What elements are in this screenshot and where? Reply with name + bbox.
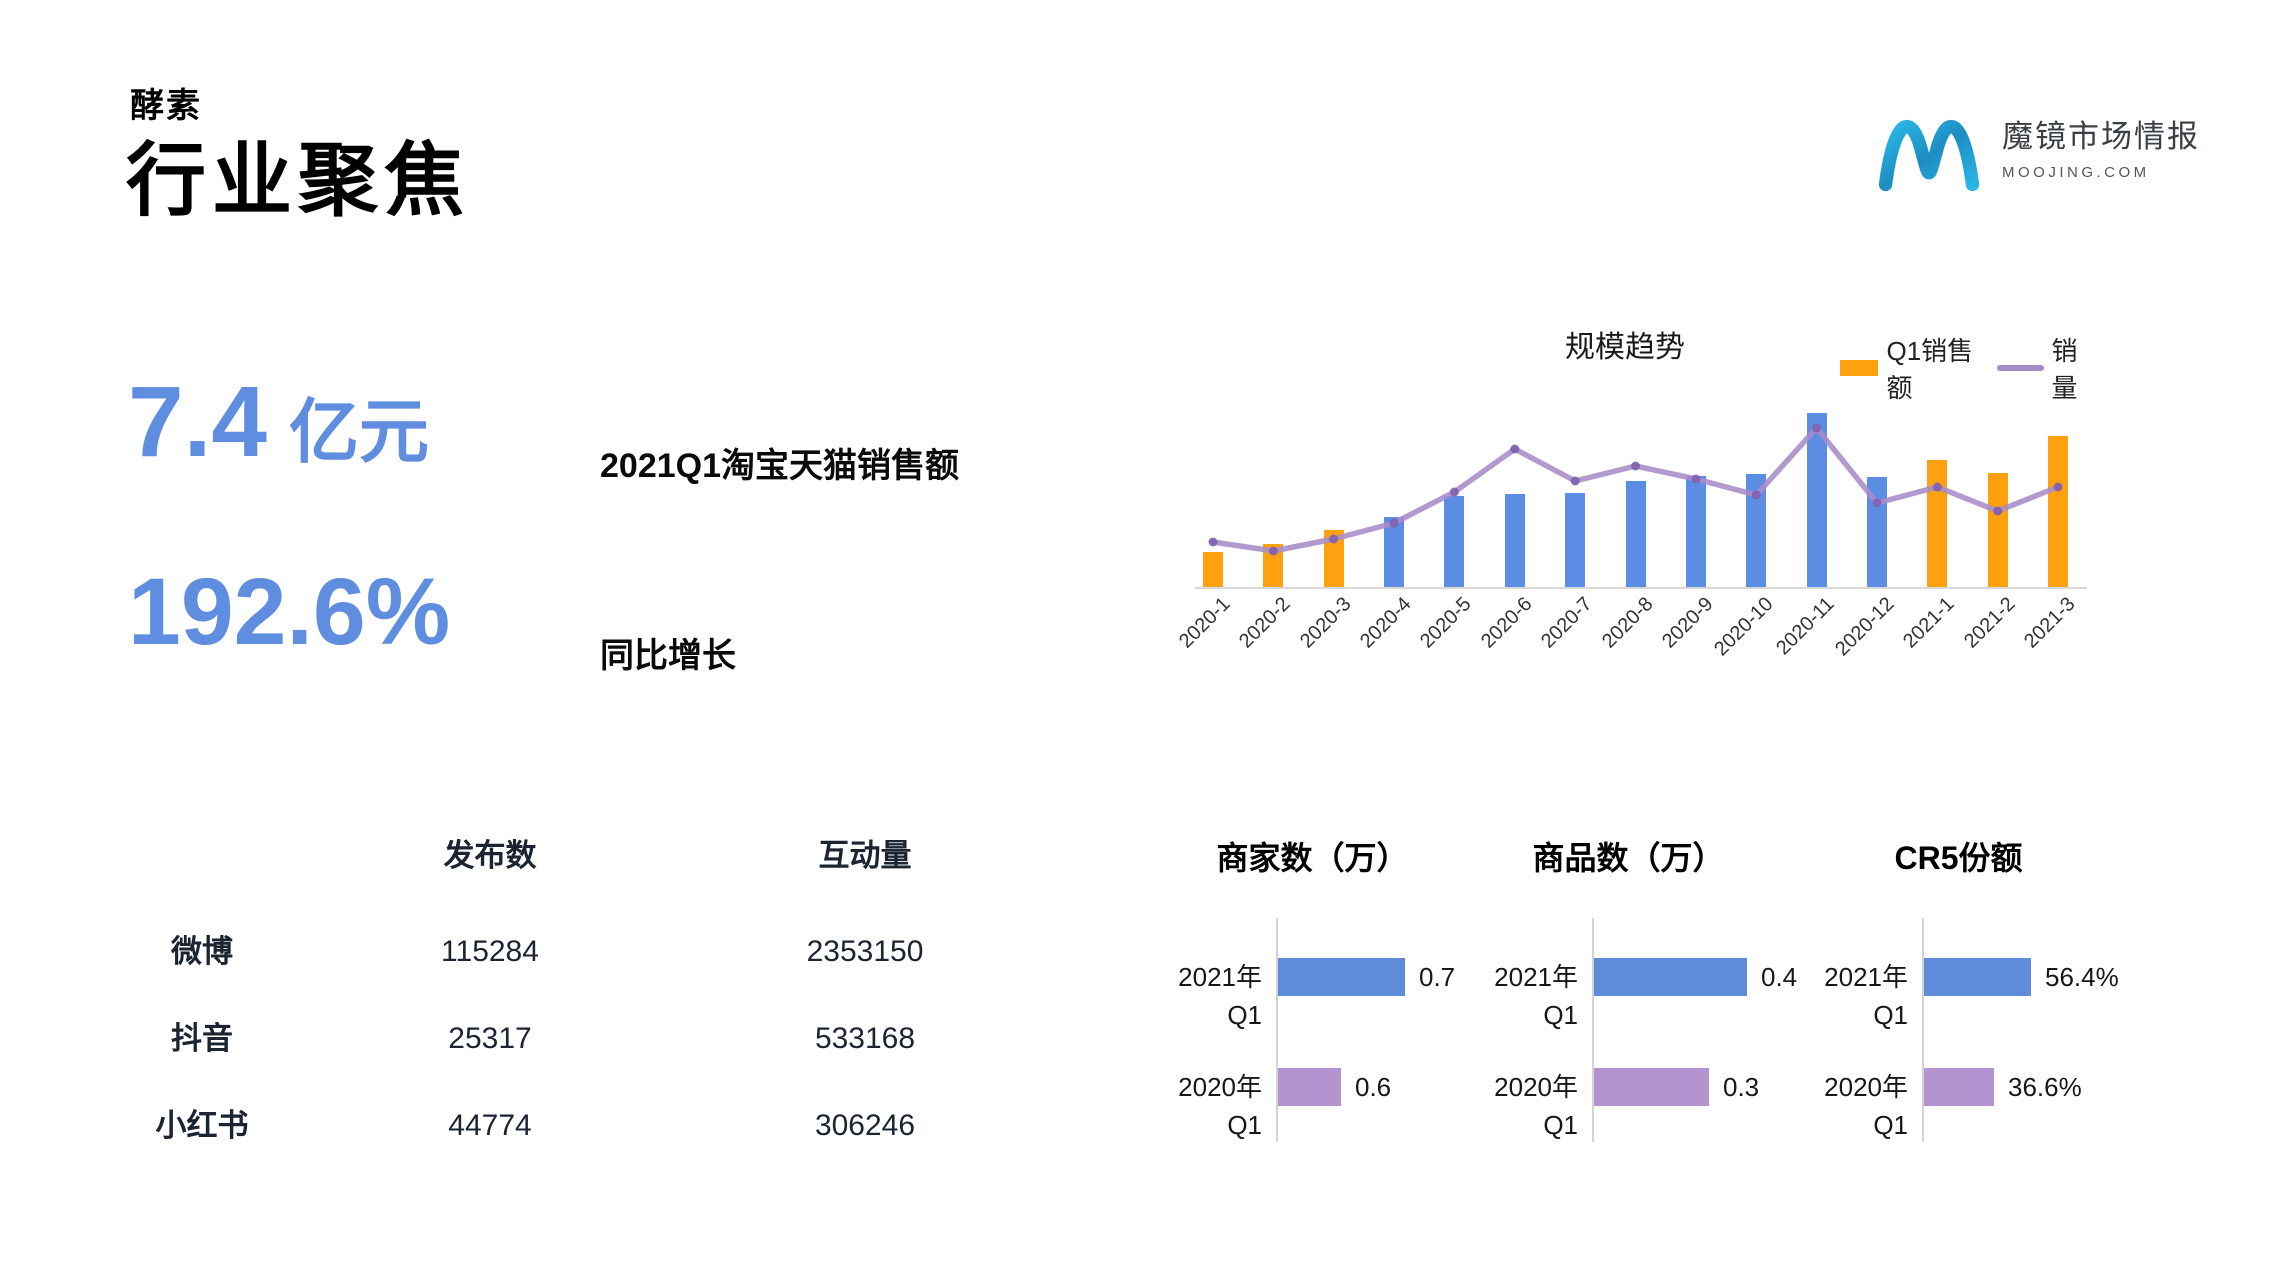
stat-growth-value: 192.6% [128, 559, 451, 665]
trend-bar-2020-8 [1625, 481, 1646, 587]
weibo-publish-count: 115284 [441, 935, 539, 968]
line-point [1751, 490, 1761, 500]
stat-sales-unit: 亿元 [289, 393, 430, 471]
line-point [1932, 482, 1942, 492]
table-header-publish: 发布数 [443, 838, 537, 873]
trend-bar-2020-9 [1685, 476, 1706, 587]
x-axis-line [1195, 587, 2087, 589]
trend-plot-area: 2020-1 2020-2 2020-3 2020-4 2020-5 2020-6 2020… [1175, 315, 2095, 695]
mini-bar [1278, 1068, 1341, 1106]
mini-row-label: 2020年Q1 [1178, 1072, 1262, 1140]
stat-growth-label: 同比增长 [600, 637, 736, 675]
stat-sales-value: 7.4 [128, 366, 268, 478]
merchant-count-chart-title: 商家数（万） [1216, 840, 1409, 876]
sales-volume-line [1208, 423, 2063, 556]
brand-text: 魔镜市场情报 MOOJING.COM [2002, 111, 2200, 181]
mini-row-label: 2020年Q1 [1824, 1072, 1908, 1140]
y-axis-line [1922, 918, 1924, 1142]
line-point [1812, 423, 1822, 433]
weibo-interaction-count: 2353150 [806, 935, 924, 968]
line-point [1268, 546, 1278, 556]
douyin-interaction-count: 533168 [814, 1022, 916, 1055]
mini-bar [1594, 1068, 1709, 1106]
stat-sales-label: 2021Q1淘宝天猫销售额 [600, 447, 959, 485]
mini-bar [1924, 1068, 1994, 1106]
trend-chart-title: 规模趋势 [1565, 331, 1685, 364]
trend-bar-2020-1 [1203, 552, 1223, 587]
brand-logo: 魔镜市场情报 MOOJING.COM [1878, 98, 2200, 194]
mini-value-label: 0.4 [1761, 962, 1798, 992]
product-count-chart: 商品数（万） 2021年Q1 0.4 2020年Q1 0.3 [1461, 825, 1798, 1155]
row-label-douyin: 抖音 [171, 1021, 233, 1056]
mini-value-label: 0.6 [1355, 1072, 1392, 1102]
y-axis-line [1592, 918, 1594, 1142]
row-label-xiaohongshu: 小红书 [155, 1108, 249, 1143]
legend-bar-label: Q1销售额 [1886, 336, 1974, 403]
douyin-publish-count: 25317 [448, 1022, 532, 1055]
trend-bar-2020-5 [1444, 496, 1465, 587]
mini-row-label: 2021年Q1 [1178, 962, 1262, 1030]
line-point [1993, 506, 2003, 516]
mini-value-label: 0.3 [1723, 1072, 1760, 1102]
legend-bar-swatch-icon [1840, 360, 1879, 376]
mini-row-label: 2021年Q1 [1494, 962, 1578, 1030]
product-count-chart-title: 商品数（万） [1532, 840, 1725, 876]
cr5-share-chart: CR5份额 2021年Q1 56.4% 2020年Q1 36.6% [1791, 825, 2126, 1155]
brand-name: 魔镜市场情报 [2002, 119, 2200, 154]
y-axis-line [1276, 918, 1278, 1142]
trend-bar-2021-2 [1987, 473, 2008, 587]
mini-value-label: 36.6% [2008, 1072, 2082, 1102]
mini-row-label: 2021年Q1 [1824, 962, 1908, 1030]
moojing-m-logo-icon [1878, 119, 1980, 192]
trend-legend: Q1销售额 销量 [1840, 331, 2095, 405]
trend-bar-2020-4 [1384, 517, 1405, 587]
mini-bar [1278, 958, 1405, 996]
brand-domain: MOOJING.COM [2002, 164, 2150, 181]
mini-value-label: 0.7 [1419, 962, 1456, 992]
social-media-table: 发布数 互动量 微博 115284 2353150 抖音 25317 53316… [140, 830, 940, 1160]
line-point [1329, 534, 1339, 544]
merchant-count-chart: 商家数（万） 2021年Q1 0.7 2020年Q1 0.6 [1145, 825, 1480, 1155]
line-point [1449, 487, 1459, 497]
line-point [1691, 474, 1701, 484]
trend-bar-2020-10 [1746, 474, 1767, 587]
category-label: 酵素 [130, 87, 202, 125]
trend-bar-2020-3 [1323, 530, 1344, 587]
line-point [2053, 482, 2063, 492]
line-point [1510, 444, 1520, 454]
mini-bar [1594, 958, 1747, 996]
table-header-interaction: 互动量 [818, 838, 912, 873]
row-label-weibo: 微博 [171, 934, 233, 969]
line-point [1389, 518, 1399, 528]
mini-row-label: 2020年Q1 [1494, 1072, 1578, 1140]
trend-chart: 规模趋势 Q1销售额 销量 2020-1 2020-2 2020-3 2020-4 20… [1175, 315, 2095, 695]
mini-value-label: 56.4% [2045, 962, 2119, 992]
cr5-share-chart-title: CR5份额 [1894, 840, 2023, 876]
trend-bar-2021-3 [2048, 436, 2068, 587]
xiaohongshu-publish-count: 44774 [448, 1109, 532, 1142]
line-point [1208, 537, 1218, 547]
trend-bar-2020-2 [1263, 544, 1284, 587]
page-title: 行业聚焦 [126, 136, 470, 225]
trend-bar-2020-11 [1806, 413, 1827, 587]
line-point [1872, 498, 1882, 508]
legend-line-label: 销量 [2051, 336, 2078, 403]
stat-sales: 7.4 亿元 [128, 372, 429, 472]
trend-bar-2020-6 [1504, 494, 1525, 587]
mini-bar [1924, 958, 2031, 996]
line-point [1570, 476, 1580, 486]
trend-bar-2020-7 [1565, 493, 1586, 587]
legend-line-swatch-icon [1996, 365, 2044, 371]
line-point [1631, 461, 1640, 471]
xiaohongshu-interaction-count: 306246 [814, 1109, 916, 1142]
